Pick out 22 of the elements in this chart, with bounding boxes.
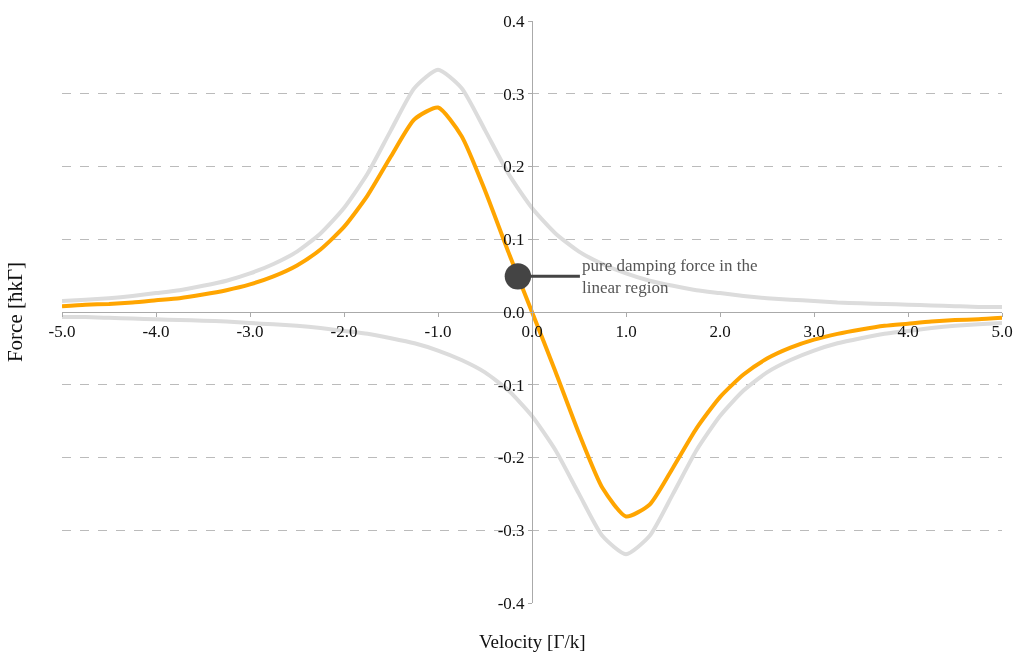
x-tick-label: -4.0 [142,322,170,342]
x-tick-label: 2.0 [709,322,731,342]
x-tick-label: 3.0 [803,322,825,342]
annotation: pure damping force in the linear region [582,256,758,298]
x-tick-label: 1.0 [615,322,637,342]
y-tick-label: -0.3 [497,521,525,541]
x-tick-label: -5.0 [48,322,76,342]
x-tick-label: 4.0 [897,322,919,342]
y-tick-label: 0.0 [503,302,525,322]
y-axis-title: Force [ħkΓ] [3,261,28,363]
y-tick-label: 0.3 [503,84,525,104]
y-tick-label: -0.2 [497,448,525,468]
x-tick-label: -1.0 [424,322,452,342]
x-tick-label: 5.0 [991,322,1013,342]
line-series [62,67,1002,309]
x-tick-label: -2.0 [330,322,358,342]
x-axis-title: Velocity [Γ/k] [479,631,586,652]
y-tick-label: 0.4 [503,11,526,31]
y-tick-label: -0.4 [497,593,526,613]
y-tick-label: -0.1 [497,375,525,395]
y-tick-label: 0.2 [503,157,525,177]
x-tick-label: -3.0 [236,322,264,342]
